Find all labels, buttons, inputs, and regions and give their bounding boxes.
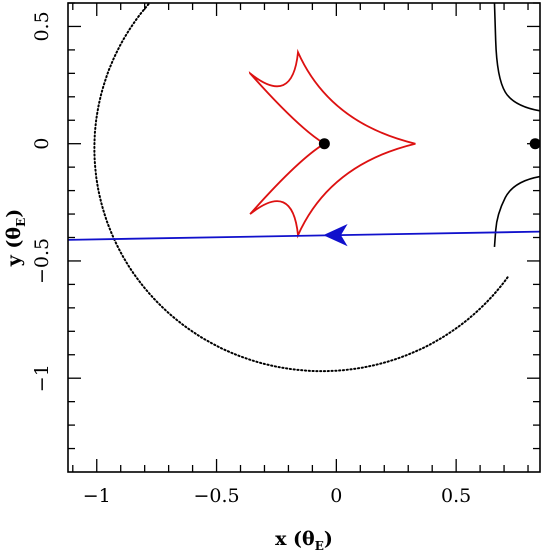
critical-curve-outer (93, 3, 510, 373)
y-tick-labels: −1 −0.5 0 0.5 (31, 11, 53, 392)
y-axis-label: y (θE) (3, 209, 28, 267)
x-axis-label-close: ) (324, 528, 333, 550)
x-tick-label: 0.5 (441, 485, 471, 507)
x-tick-labels: −1 −0.5 0 0.5 (83, 485, 472, 507)
x-axis-label: x (θE) (275, 528, 333, 553)
caustic (248, 48, 416, 239)
x-axis-label-sub: E (315, 539, 324, 553)
y-tick-label: 0 (31, 138, 53, 150)
trajectory-arrow-icon (323, 224, 348, 247)
critical-curve-right-upper (493, 3, 540, 112)
axis-ticks (68, 2, 540, 472)
y-axis-label-close: ) (3, 209, 25, 218)
x-tick-label: −1 (83, 485, 111, 507)
y-axis-label-sub: E (14, 218, 28, 227)
y-tick-label: 0.5 (31, 11, 53, 41)
x-tick-label: −0.5 (193, 485, 239, 507)
y-tick-label: −1 (31, 364, 53, 392)
lens-mass-1 (318, 138, 330, 150)
plot-area (68, 3, 540, 373)
x-axis-label-main: x (θ (275, 528, 315, 550)
y-tick-label: −0.5 (31, 238, 53, 284)
y-axis-label-main: y (θ (3, 227, 25, 267)
critical-curve-right-lower (493, 175, 540, 247)
plot-frame (67, 2, 541, 473)
source-trajectory (68, 230, 540, 241)
x-tick-label: 0 (330, 485, 342, 507)
